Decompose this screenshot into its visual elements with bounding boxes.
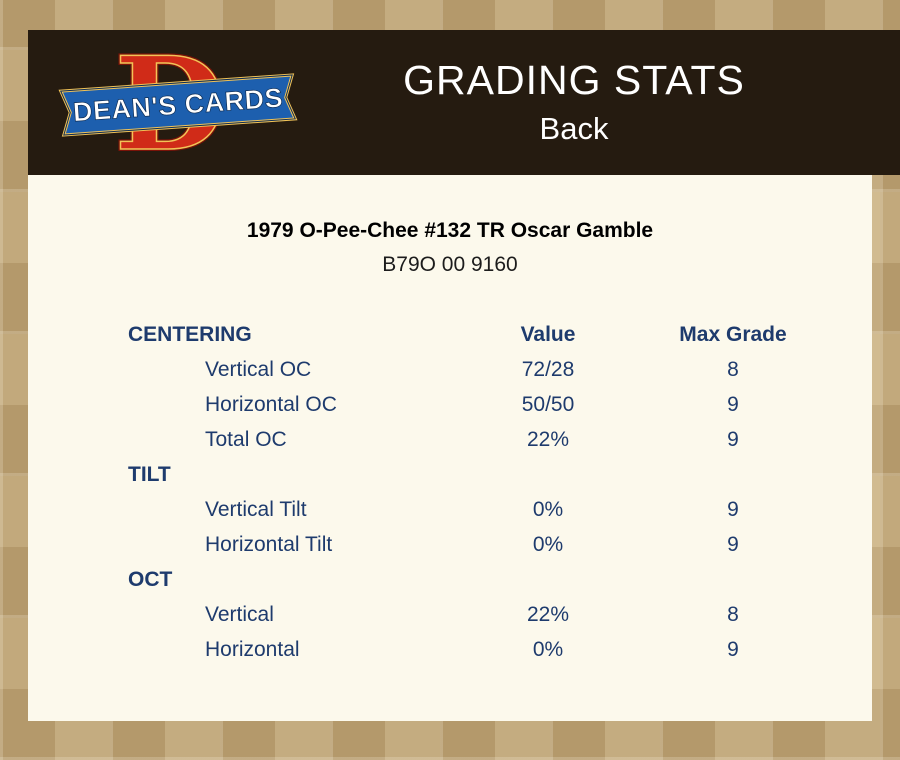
header-bar: D D DEAN'S CARDS GRADING STATS Back [28, 30, 900, 175]
stat-max-grade: 8 [727, 357, 739, 381]
stat-value: 0% [532, 497, 564, 521]
table-row: Vertical 22% 8 [128, 597, 828, 632]
grading-stats-table: CENTERING Value Max Grade Vertical OC 72… [128, 317, 828, 667]
stat-value: 0% [532, 637, 564, 661]
col-header-max-grade: Max Grade [679, 322, 787, 346]
stat-max-grade: 9 [727, 427, 739, 451]
card-side-label: Back [539, 111, 609, 147]
stat-label: Vertical [205, 602, 274, 626]
col-header-value: Value [520, 322, 576, 346]
table-row: Horizontal OC 50/50 9 [128, 387, 828, 422]
stat-max-grade: 9 [727, 497, 739, 521]
stat-label: Horizontal OC [205, 392, 337, 416]
card-title: 1979 O-Pee-Chee #132 TR Oscar Gamble [246, 219, 654, 242]
card-serial-code: B79O 00 9160 [382, 253, 518, 276]
page-title: GRADING STATS [403, 56, 745, 103]
stats-panel: 1979 O-Pee-Chee #132 TR Oscar Gamble B79… [28, 175, 872, 721]
stat-value: 22% [526, 427, 570, 451]
table-section-row: OCT [128, 562, 828, 597]
header-titles: GRADING STATS Back [258, 30, 890, 175]
section-header-centering: CENTERING [128, 322, 252, 346]
table-section-row: TILT [128, 457, 828, 492]
stat-value: 22% [526, 602, 570, 626]
stat-max-grade: 9 [727, 637, 739, 661]
section-header-oct: OCT [128, 567, 173, 591]
stat-value: 50/50 [521, 392, 575, 416]
stat-max-grade: 8 [727, 602, 739, 626]
section-header-tilt: TILT [128, 462, 171, 486]
stat-label: Vertical OC [205, 357, 312, 381]
table-header-row: CENTERING Value Max Grade [128, 317, 828, 352]
stat-label: Horizontal [205, 637, 300, 661]
logo-banner: DEAN'S CARDS [58, 73, 298, 137]
table-row: Vertical Tilt 0% 9 [128, 492, 828, 527]
table-row: Horizontal 0% 9 [128, 632, 828, 667]
stat-value: 72/28 [521, 357, 575, 381]
deans-cards-logo[interactable]: D D DEAN'S CARDS [52, 35, 304, 170]
stat-label: Horizontal Tilt [205, 532, 333, 556]
stat-max-grade: 9 [727, 532, 739, 556]
stat-value: 0% [532, 532, 564, 556]
table-row: Horizontal Tilt 0% 9 [128, 527, 828, 562]
stat-max-grade: 9 [727, 392, 739, 416]
table-row: Vertical OC 72/28 8 [128, 352, 828, 387]
stat-label: Vertical Tilt [205, 497, 307, 521]
table-row: Total OC 22% 9 [128, 422, 828, 457]
stat-label: Total OC [205, 427, 287, 451]
